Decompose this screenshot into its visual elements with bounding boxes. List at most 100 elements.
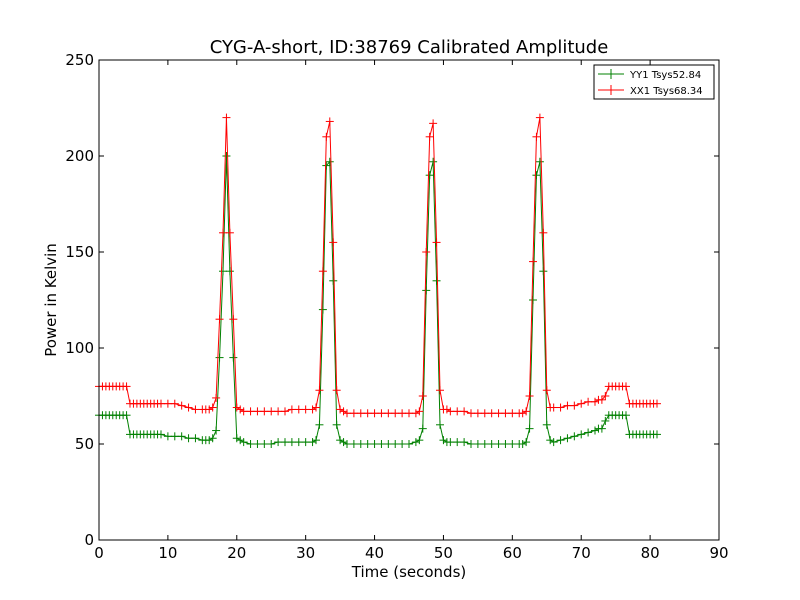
data-point [274, 407, 283, 416]
data-point [522, 438, 531, 447]
data-point [542, 386, 551, 395]
data-point [529, 296, 537, 304]
data-point [532, 171, 541, 180]
data-point [411, 409, 420, 418]
data-point [542, 420, 551, 429]
data-point [525, 424, 534, 433]
data-point [363, 409, 372, 418]
y-tick-label: 50 [75, 435, 94, 453]
data-point [601, 416, 610, 425]
data-point [239, 438, 248, 447]
data-point [329, 276, 338, 285]
data-point [473, 440, 482, 448]
data-point [163, 399, 172, 408]
data-point [260, 407, 269, 416]
data-point [205, 436, 214, 445]
data-point [236, 436, 245, 445]
data-point [294, 438, 303, 447]
x-tick-label: 0 [94, 544, 104, 562]
data-point [391, 440, 400, 448]
data-point [157, 430, 165, 439]
data-point [184, 434, 193, 443]
data-point [274, 438, 283, 447]
data-point [232, 403, 241, 412]
data-point [191, 405, 200, 414]
x-axis-label: Time (seconds) [351, 563, 467, 581]
data-point [535, 113, 544, 122]
data-point [336, 436, 345, 445]
y-tick-label: 150 [65, 243, 94, 261]
data-point [370, 409, 379, 418]
data-point [525, 392, 534, 400]
data-point [177, 401, 186, 410]
data-point [246, 440, 255, 448]
data-point [460, 407, 469, 416]
data-point [229, 353, 238, 362]
data-point [563, 401, 572, 410]
data-point [467, 409, 475, 418]
data-point [225, 228, 234, 237]
y-axis-label: Power in Kelvin [42, 243, 60, 357]
data-point [563, 434, 572, 443]
x-tick-label: 10 [158, 544, 177, 562]
data-point [325, 117, 334, 126]
y-tick-label: 0 [84, 531, 94, 549]
data-point [215, 315, 224, 324]
data-point [597, 424, 606, 433]
data-point [315, 386, 324, 395]
data-point [546, 436, 555, 445]
data-point [577, 430, 586, 439]
data-point [501, 409, 510, 418]
data-point [170, 432, 179, 441]
data-point [232, 434, 241, 443]
data-point [239, 407, 248, 416]
chart-title: CYG-A-short, ID:38769 Calibrated Amplitu… [210, 37, 609, 58]
y-tick-label: 100 [65, 339, 94, 357]
data-point [418, 392, 427, 400]
data-point [432, 238, 441, 247]
data-point [429, 157, 438, 166]
data-point [122, 382, 131, 391]
data-point [318, 305, 327, 314]
data-point [312, 436, 320, 445]
data-point [122, 411, 131, 420]
data-point [318, 267, 327, 276]
data-point [480, 440, 489, 448]
data-point [312, 403, 320, 412]
x-tick-label: 40 [365, 544, 384, 562]
data-point [570, 432, 579, 441]
data-point [556, 436, 565, 445]
data-point [487, 440, 496, 448]
data-point [549, 438, 558, 447]
data-point [253, 440, 262, 448]
data-point [325, 157, 334, 166]
series-0 [95, 152, 661, 448]
x-tick-label: 50 [434, 544, 453, 562]
data-point [653, 430, 661, 439]
data-point [301, 438, 310, 447]
x-tick-label: 20 [227, 544, 246, 562]
data-point [601, 392, 610, 400]
data-point [556, 403, 565, 412]
data-point [343, 440, 351, 448]
data-point [422, 286, 431, 295]
data-point [529, 257, 537, 266]
data-point [584, 428, 593, 437]
data-point [377, 409, 386, 418]
legend: YY1 Tsys52.84 XX1 Tsys68.34 [593, 64, 715, 100]
data-point [467, 440, 475, 448]
data-point [356, 440, 365, 448]
data-point [405, 409, 413, 418]
data-point [301, 405, 310, 414]
legend-box [593, 64, 715, 100]
data-point [225, 267, 234, 276]
data-point [518, 440, 527, 448]
x-tick-label: 80 [641, 544, 660, 562]
data-point [577, 399, 586, 408]
data-point [377, 440, 386, 448]
data-point [411, 438, 420, 447]
data-point [549, 403, 558, 412]
data-point [453, 438, 462, 447]
data-point [425, 171, 434, 180]
data-point [370, 440, 379, 448]
